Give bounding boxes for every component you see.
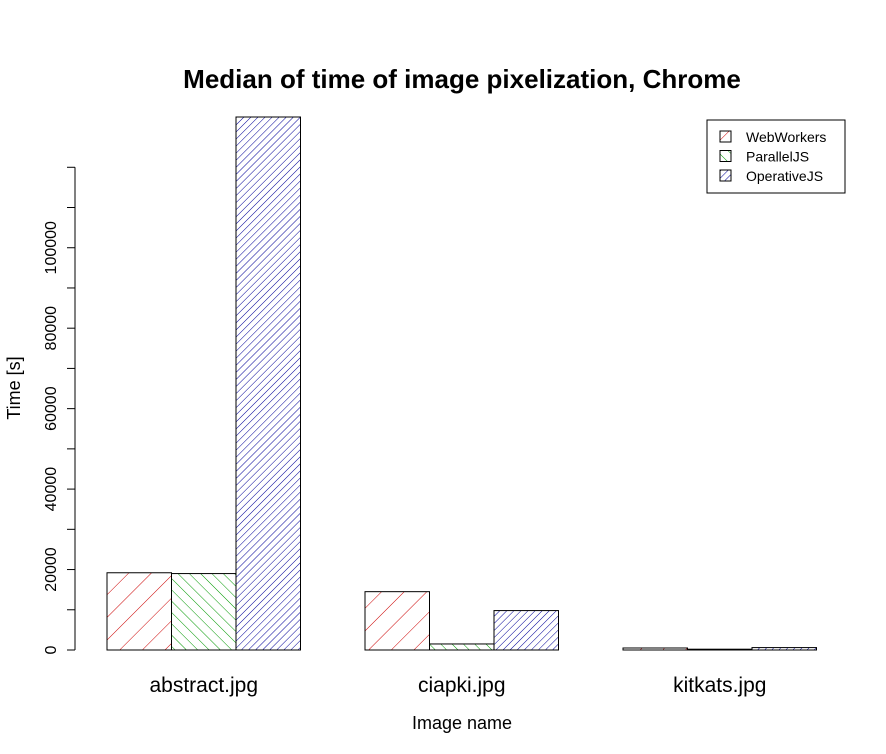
bar-operativejs-1 bbox=[493, 610, 559, 651]
legend-label-operativejs: OperativeJS bbox=[746, 168, 823, 184]
legend-label-webworkers: WebWorkers bbox=[746, 129, 826, 145]
bar-paralleljs-1 bbox=[429, 643, 495, 651]
x-category-label: ciapki.jpg bbox=[418, 674, 506, 697]
y-axis: 0 20000 40000 60000 80000 100000 bbox=[43, 166, 76, 654]
bar-webworkers-1 bbox=[364, 591, 430, 651]
y-tick-label: 20000 bbox=[43, 547, 60, 592]
y-tick-label: 40000 bbox=[43, 467, 60, 512]
bar-webworkers-2 bbox=[622, 647, 688, 651]
x-axis-label: Image name bbox=[412, 713, 512, 733]
chart-title: Median of time of image pixelization, Ch… bbox=[183, 64, 741, 94]
legend: WebWorkers ParallelJS OperativeJS bbox=[706, 119, 846, 194]
x-category-label: abstract.jpg bbox=[149, 674, 258, 697]
bar-operativejs-2 bbox=[751, 647, 817, 651]
bar-paralleljs-0 bbox=[171, 573, 237, 651]
bar-operativejs-0 bbox=[235, 116, 301, 651]
legend-swatch-paralleljs bbox=[719, 150, 732, 162]
bar-webworkers-0 bbox=[106, 572, 172, 651]
legend-swatch-operativejs bbox=[719, 169, 732, 182]
y-tick-label: 0 bbox=[43, 645, 60, 654]
y-tick-label: 60000 bbox=[43, 386, 60, 431]
y-axis-label: Time [s] bbox=[4, 356, 24, 419]
legend-label-paralleljs: ParallelJS bbox=[746, 149, 809, 165]
bar-paralleljs-2 bbox=[687, 648, 753, 651]
x-category-label: kitkats.jpg bbox=[673, 674, 766, 697]
legend-swatch-webworkers bbox=[719, 130, 732, 143]
category-labels: abstract.jpg ciapki.jpg kitkats.jpg bbox=[149, 674, 766, 697]
bars-group bbox=[106, 116, 817, 651]
y-tick-label: 80000 bbox=[43, 306, 60, 351]
y-tick-label: 100000 bbox=[43, 221, 60, 274]
